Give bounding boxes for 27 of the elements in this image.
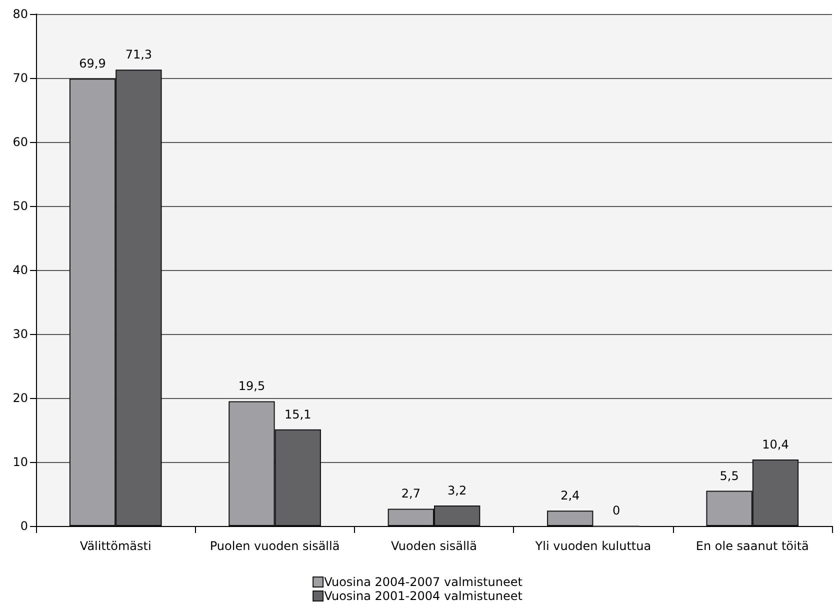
x-tick-label: Puolen vuoden sisällä [210, 539, 340, 553]
y-tick-label: 60 [12, 135, 28, 149]
data-label: 15,1 [284, 407, 312, 422]
data-label: 71,3 [125, 48, 152, 62]
data-label: 0 [612, 504, 620, 518]
legend-label: Vuosina 2001-2004 valmistuneet [324, 589, 523, 603]
x-tick-label: Yli vuoden kuluttua [534, 539, 652, 553]
y-tick-label: 80 [12, 7, 28, 21]
data-label: 2,7 [401, 486, 420, 501]
data-label: 19,5 [238, 379, 266, 394]
data-label: 69,9 [79, 56, 106, 71]
legend-label: Vuosina 2004-2007 valmistuneet [324, 575, 523, 589]
y-tick-label: 10 [12, 455, 28, 469]
data-label: 5,5 [720, 468, 739, 483]
data-label: 10,4 [762, 437, 789, 452]
y-tick-label: 50 [12, 199, 28, 213]
y-tick-label: 20 [12, 391, 28, 405]
y-tick-label: 30 [12, 327, 28, 341]
x-tick-label: Vuoden sisällä [391, 539, 477, 553]
y-tick-label: 70 [12, 71, 28, 85]
y-tick-label: 40 [12, 263, 28, 277]
bar [547, 510, 594, 526]
data-label: 3,2 [448, 484, 467, 498]
data-label: 2,4 [560, 488, 580, 503]
x-tick-label: Välittömästi [80, 539, 152, 553]
y-tick-label: 0 [20, 519, 28, 533]
x-tick-label: En ole saanut töitä [696, 539, 809, 553]
